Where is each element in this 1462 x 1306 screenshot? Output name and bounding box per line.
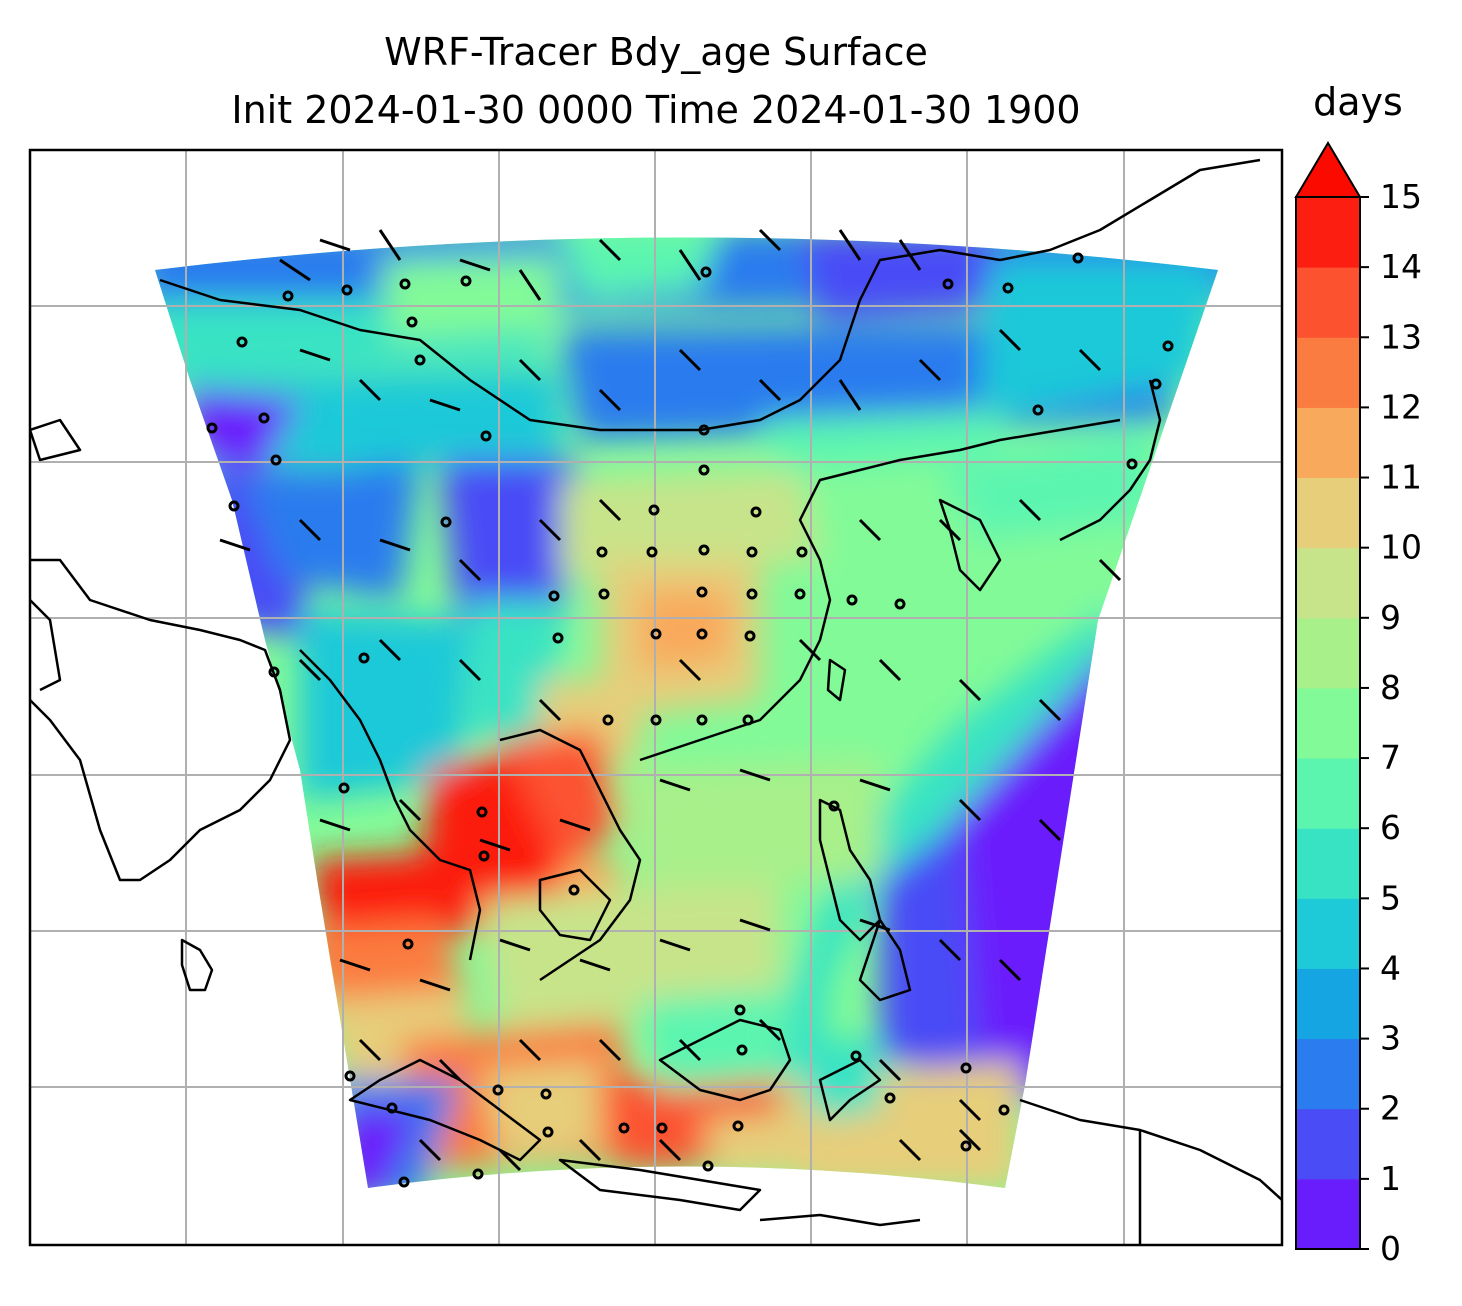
colorbar-swatch-4 — [1296, 898, 1360, 969]
map-frame — [28, 148, 1284, 1247]
colorbar-tick-label: 12 — [1380, 387, 1422, 426]
colorbar-swatch-8 — [1296, 617, 1360, 689]
colorbar-swatch-10 — [1296, 477, 1360, 549]
colorbar-unit-label: days — [1313, 80, 1403, 124]
chart-title-line-1: WRF-Tracer Bdy_age Surface — [384, 30, 928, 74]
colorbar-tick-label: 3 — [1380, 1019, 1401, 1058]
tracer-age-field — [155, 237, 1218, 1188]
colorbar-swatch-2 — [1296, 1038, 1360, 1110]
colorbar-swatch-14 — [1296, 197, 1360, 268]
colorbar-tick-label: 5 — [1380, 878, 1401, 917]
wind-barbs — [219, 228, 1122, 1172]
colorbar-tick-label: 11 — [1380, 458, 1422, 497]
colorbar-swatch-9 — [1296, 547, 1360, 619]
colorbar-swatch-12 — [1296, 337, 1360, 408]
map-gridlines — [30, 150, 1282, 1245]
colorbar-tick-label: 10 — [1380, 528, 1422, 567]
colorbar-swatch-5 — [1296, 828, 1360, 899]
colorbar-swatch-7 — [1296, 687, 1360, 759]
chart-title-line-2: Init 2024-01-30 0000 Time 2024-01-30 190… — [231, 88, 1081, 132]
colorbar-tick-label: 9 — [1380, 598, 1401, 637]
colorbar-swatch-13 — [1296, 267, 1360, 338]
colorbar-tick-label: 0 — [1380, 1229, 1401, 1268]
colorbar-outline — [1295, 196, 1361, 1250]
colorbar-swatch-1 — [1296, 1108, 1360, 1180]
colorbar-tick-label: 4 — [1380, 948, 1401, 987]
colorbar-tick-label: 1 — [1380, 1159, 1401, 1198]
colorbar-extend-arrow — [1294, 141, 1362, 198]
calm-wind-circles — [206, 252, 1174, 1188]
colorbar-tick-label: 14 — [1380, 247, 1422, 286]
coastlines — [30, 158, 1282, 1245]
colorbar-tick-label: 8 — [1380, 668, 1401, 707]
colorbar-tick-label: 6 — [1380, 808, 1401, 847]
colorbar-tick-label: 7 — [1380, 738, 1401, 777]
colorbar-swatch-0 — [1296, 1178, 1360, 1250]
colorbar-swatch-6 — [1296, 758, 1360, 829]
colorbar-tick-label: 13 — [1380, 317, 1422, 356]
colorbar-tick-label: 15 — [1380, 177, 1422, 216]
colorbar-swatch-3 — [1296, 968, 1360, 1040]
colorbar-tick-label: 2 — [1380, 1089, 1401, 1128]
colorbar-swatch-11 — [1296, 407, 1360, 479]
